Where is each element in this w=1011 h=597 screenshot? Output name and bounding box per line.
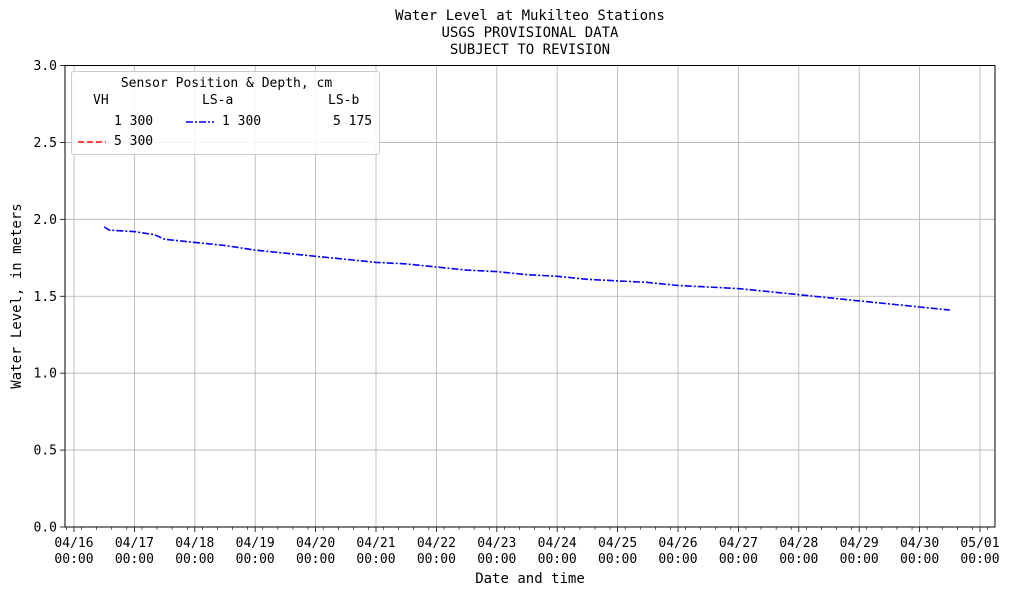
legend-swatch-blank [297,117,325,127]
x-tick-label: 04/30 00:00 [900,536,939,567]
legend-entry-label: 5 300 [114,134,154,149]
y-tick-label: 1.5 [34,290,57,305]
y-tick-label: 0.5 [34,444,57,459]
y-tick-label: 2.5 [34,136,57,151]
y-tick-label: 0.0 [34,521,57,536]
x-tick-label: 04/22 00:00 [417,536,456,567]
legend-entry-label: 1 300 [114,114,154,129]
x-tick-label-line: 00:00 [658,552,697,567]
legend-entry-label: 1 300 [222,114,262,129]
x-tick-label-line: 04/22 [417,536,456,551]
x-tick-label: 04/29 00:00 [840,536,879,567]
x-tick-label-line: 00:00 [960,552,999,567]
y-tick-label: 1.0 [34,367,57,382]
y-tick-label: 3.0 [34,59,57,74]
x-tick-label-line: 04/21 [356,536,395,551]
chart-title-line-3: SUBJECT TO REVISION [449,42,611,58]
x-tick-label: 04/16 00:00 [54,536,93,567]
x-tick-label-line: 04/25 [598,536,637,551]
legend-swatch-blank [78,117,106,127]
chart-title-line-1: Water Level at Mukilteo Stations [395,8,665,24]
x-tick-label-line: 04/17 [115,536,154,551]
x-tick-label-line: 00:00 [840,552,879,567]
x-tick-label: 04/23 00:00 [477,536,516,567]
x-tick-label-line: 04/28 [779,536,818,551]
x-tick-label-line: 00:00 [417,552,456,567]
x-tick-label-line: 04/29 [840,536,879,551]
x-tick-label: 04/17 00:00 [115,536,154,567]
x-tick-label-line: 00:00 [175,552,214,567]
legend-swatch-red-dashed [78,140,106,143]
y-tick-label: 2.0 [34,213,57,228]
data-layer [103,226,950,311]
x-tick-label-line: 04/26 [658,536,697,551]
legend-entry-ls-a-1-300: 1 300 [186,114,261,129]
x-tick-label-line: 00:00 [538,552,577,567]
legend-swatch-blue-dashdot [186,120,214,123]
x-tick-label-line: 00:00 [296,552,335,567]
x-tick-label: 04/18 00:00 [175,536,214,567]
x-tick-label-line: 00:00 [477,552,516,567]
legend-entry-vh-1-300: 1 300 [78,114,153,129]
x-tick-label: 04/27 00:00 [719,536,758,567]
legend-entry-vh-5-300: 5 300 [78,134,153,149]
x-tick-label: 04/20 00:00 [296,536,335,567]
x-tick-label-line: 04/27 [719,536,758,551]
x-tick-label: 05/01 00:00 [960,536,999,567]
x-tick-label-line: 04/18 [175,536,214,551]
y-axis-label: Water Level, in meters [9,203,25,389]
x-tick-label-line: 05/01 [960,536,999,551]
x-tick-label-line: 00:00 [115,552,154,567]
x-tick-label-line: 00:00 [236,552,275,567]
x-tick-label: 04/26 00:00 [658,536,697,567]
legend-entry-label: 5 175 [333,114,373,129]
x-tick-label: 04/28 00:00 [779,536,818,567]
x-tick-label-line: 04/24 [538,536,577,551]
x-tick-label-line: 04/16 [54,536,93,551]
legend: Sensor Position & Depth, cm VH LS-a LS-b… [71,71,380,155]
x-tick-label-line: 00:00 [356,552,395,567]
x-tick-label-line: 04/23 [477,536,516,551]
legend-column-ls-a: LS-a [202,93,234,108]
x-axis-label: Date and time [475,571,585,587]
legend-entry-ls-b-5-175: 5 175 [297,114,372,129]
x-tick-label-line: 00:00 [598,552,637,567]
x-tick-label-line: 00:00 [719,552,758,567]
series-line-ls-a [103,226,950,311]
x-tick-label-line: 00:00 [900,552,939,567]
x-tick-label-line: 04/30 [900,536,939,551]
x-tick-label-line: 00:00 [779,552,818,567]
x-tick-label: 04/25 00:00 [598,536,637,567]
x-tick-label-line: 04/20 [296,536,335,551]
x-tick-label-line: 00:00 [54,552,93,567]
x-tick-label: 04/21 00:00 [356,536,395,567]
legend-column-vh: VH [93,93,109,108]
x-tick-label: 04/19 00:00 [236,536,275,567]
chart-title-line-2: USGS PROVISIONAL DATA [441,25,619,41]
legend-title: Sensor Position & Depth, cm [120,76,333,91]
legend-column-ls-b: LS-b [328,93,360,108]
x-tick-label: 04/24 00:00 [538,536,577,567]
x-tick-label-line: 04/19 [236,536,275,551]
